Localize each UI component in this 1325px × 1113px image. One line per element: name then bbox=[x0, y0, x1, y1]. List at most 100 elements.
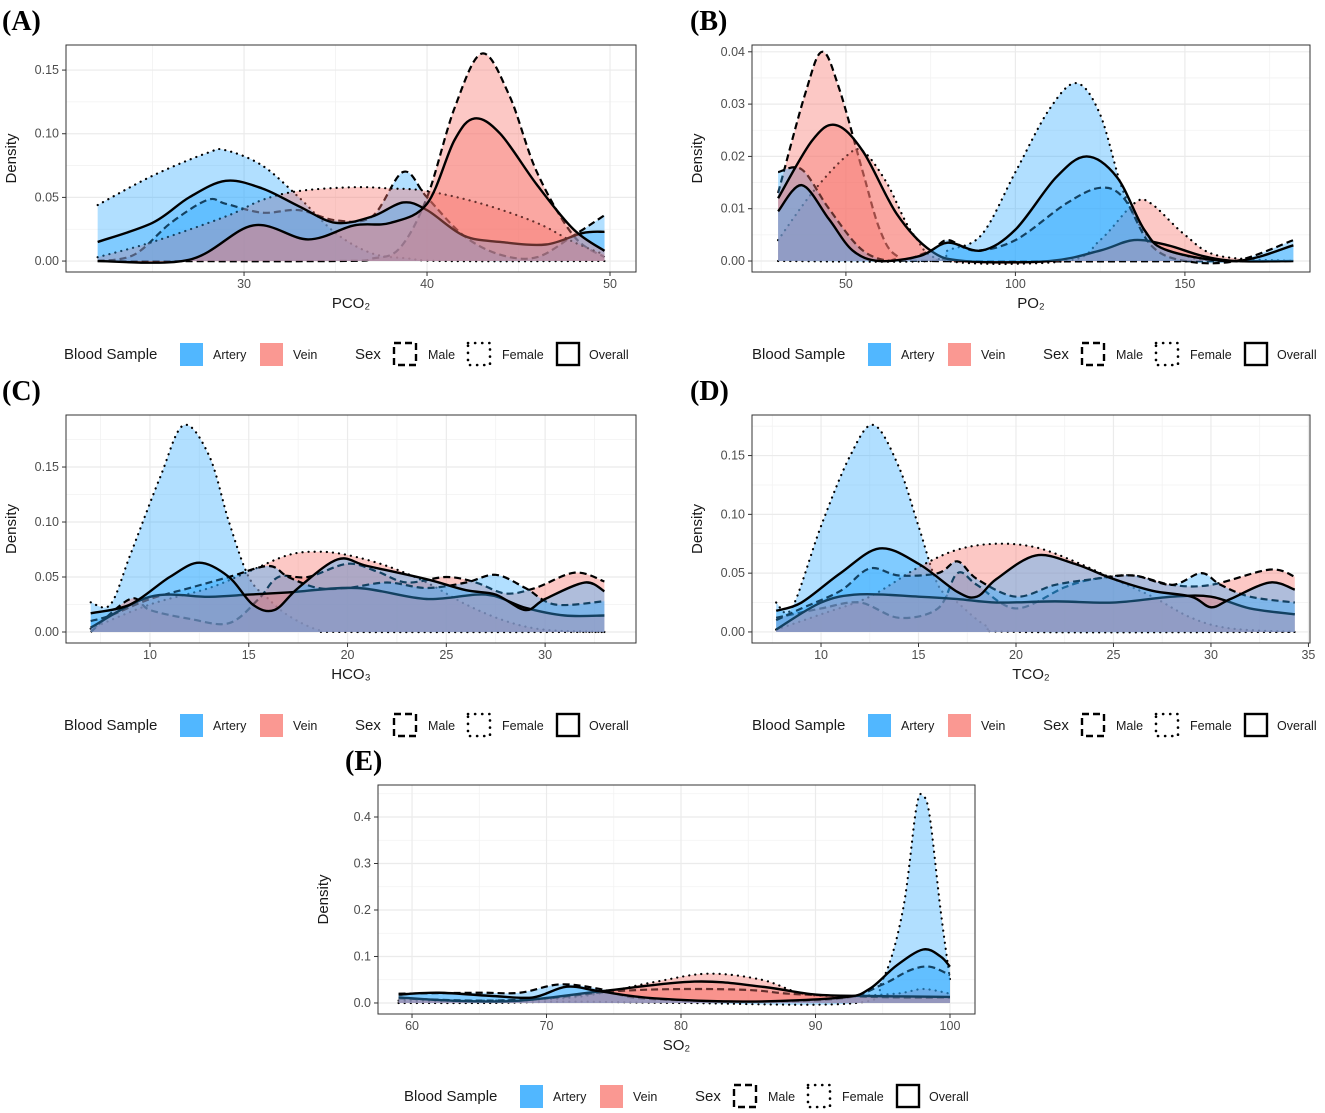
legend-title-sex: Sex bbox=[355, 346, 381, 363]
legend-label-female: Female bbox=[1190, 719, 1232, 733]
y-tick-label: 0.00 bbox=[35, 625, 59, 639]
x-tick-label: 15 bbox=[912, 648, 926, 662]
density-area-artery-overall bbox=[776, 548, 1295, 632]
density-area-artery-overall bbox=[778, 156, 1294, 262]
plot-border bbox=[751, 414, 1311, 644]
legend-title-sex: Sex bbox=[1043, 346, 1069, 363]
legend-key-female bbox=[466, 341, 492, 367]
density-area-vein-overall bbox=[90, 587, 605, 633]
legend-title-blood-sample: Blood Sample bbox=[752, 346, 845, 363]
legend-title-blood-sample: Blood Sample bbox=[752, 717, 845, 734]
legend-key-overall bbox=[555, 712, 581, 738]
x-tick-label: 60 bbox=[405, 1019, 419, 1033]
plot-background bbox=[66, 45, 636, 272]
legend-label-artery: Artery bbox=[213, 719, 247, 733]
y-axis-label: Density bbox=[315, 874, 332, 925]
legend-title-sex: Sex bbox=[695, 1088, 721, 1105]
legend-key-vein bbox=[948, 714, 971, 737]
legend-key-vein bbox=[600, 1085, 623, 1108]
y-tick-label: 0.1 bbox=[354, 949, 371, 963]
density-area-vein-overall bbox=[776, 594, 1295, 632]
density-area-vein-female bbox=[776, 543, 1295, 632]
density-line-vein-overall bbox=[777, 123, 1294, 264]
x-tick-label: 20 bbox=[1009, 648, 1023, 662]
density-area-vein-overall bbox=[97, 118, 605, 263]
legend-key-female bbox=[1154, 712, 1180, 738]
density-line-artery-male bbox=[775, 560, 1295, 622]
legend-label-artery: Artery bbox=[213, 348, 247, 362]
legend-label-vein: Vein bbox=[981, 719, 1005, 733]
y-axis-label: Density bbox=[689, 133, 706, 184]
legend-key-female bbox=[1154, 341, 1180, 367]
density-area-vein-female bbox=[90, 551, 605, 633]
legend-key-vein bbox=[948, 343, 971, 366]
density-line-artery-male bbox=[777, 166, 1294, 265]
x-tick-label: 50 bbox=[603, 277, 617, 291]
panel-letter: (D) bbox=[690, 376, 729, 407]
plot-background bbox=[378, 785, 975, 1014]
density-area-artery-overall bbox=[398, 949, 950, 1003]
density-area-vein-female bbox=[778, 149, 1294, 264]
legend-label-overall: Overall bbox=[1277, 348, 1317, 362]
legend-key-vein bbox=[260, 343, 283, 366]
density-line-artery-overall bbox=[398, 948, 951, 1003]
density-area-artery-female bbox=[398, 794, 950, 1005]
x-tick-label: 20 bbox=[341, 648, 355, 662]
legend-key-artery bbox=[180, 714, 203, 737]
legend-key-male bbox=[1080, 341, 1106, 367]
density-area-artery-overall bbox=[90, 558, 605, 633]
density-line-vein-male bbox=[89, 562, 605, 633]
series-layer bbox=[96, 52, 606, 264]
y-tick-label: 0.04 bbox=[721, 45, 745, 59]
plot-border bbox=[65, 44, 637, 273]
legend-key-overall bbox=[555, 341, 581, 367]
series-layer bbox=[775, 423, 1296, 634]
x-tick-label: 30 bbox=[538, 648, 552, 662]
legend-title-blood-sample: Blood Sample bbox=[64, 346, 157, 363]
density-line-vein-female bbox=[96, 186, 606, 259]
density-line-vein-overall bbox=[775, 592, 1295, 631]
density-area-artery-female bbox=[778, 83, 1294, 262]
legend-label-overall: Overall bbox=[589, 719, 629, 733]
legend-label-overall: Overall bbox=[929, 1090, 969, 1104]
y-tick-label: 0.00 bbox=[721, 254, 745, 268]
y-tick-label: 0.2 bbox=[354, 903, 371, 917]
density-line-vein-male bbox=[97, 52, 606, 263]
legend-title-blood-sample: Blood Sample bbox=[64, 717, 157, 734]
y-tick-label: 0.05 bbox=[35, 190, 59, 204]
legend-label-overall: Overall bbox=[589, 348, 629, 362]
legend-key-overall bbox=[1243, 341, 1269, 367]
density-line-vein-overall bbox=[97, 117, 606, 264]
legend-title-sex: Sex bbox=[1043, 717, 1069, 734]
density-line-artery-overall bbox=[97, 179, 605, 247]
x-tick-label: 25 bbox=[439, 648, 453, 662]
x-tick-label: 40 bbox=[420, 277, 434, 291]
y-tick-label: 0.15 bbox=[35, 460, 59, 474]
x-tick-label: 30 bbox=[237, 277, 251, 291]
legend-title-blood-sample: Blood Sample bbox=[404, 1088, 497, 1105]
y-tick-label: 0.3 bbox=[354, 856, 371, 870]
y-tick-label: 0.05 bbox=[721, 566, 745, 580]
density-area-vein-female bbox=[97, 187, 605, 262]
legend-label-female: Female bbox=[502, 348, 544, 362]
legend-key-female bbox=[806, 1083, 832, 1109]
panel-letter: (B) bbox=[690, 6, 727, 37]
plot-background bbox=[66, 415, 636, 643]
density-area-vein-male bbox=[97, 53, 605, 262]
x-tick-label: 25 bbox=[1107, 648, 1121, 662]
legend-key-female bbox=[466, 712, 492, 738]
density-area-artery-male bbox=[398, 966, 950, 1003]
x-tick-label: 100 bbox=[1005, 277, 1026, 291]
legend-key-artery bbox=[868, 714, 891, 737]
legend-key-overall bbox=[895, 1083, 921, 1109]
panel-letter: (E) bbox=[345, 746, 382, 777]
legend-key-male bbox=[392, 712, 418, 738]
density-area-artery-male bbox=[97, 171, 605, 262]
legend-label-artery: Artery bbox=[901, 719, 935, 733]
density-line-vein-male bbox=[775, 568, 1296, 620]
density-line-artery-female bbox=[397, 792, 952, 1006]
density-line-artery-female bbox=[775, 423, 1296, 634]
y-tick-label: 0.15 bbox=[35, 63, 59, 77]
legend-label-vein: Vein bbox=[293, 348, 317, 362]
plot-border bbox=[65, 414, 637, 644]
